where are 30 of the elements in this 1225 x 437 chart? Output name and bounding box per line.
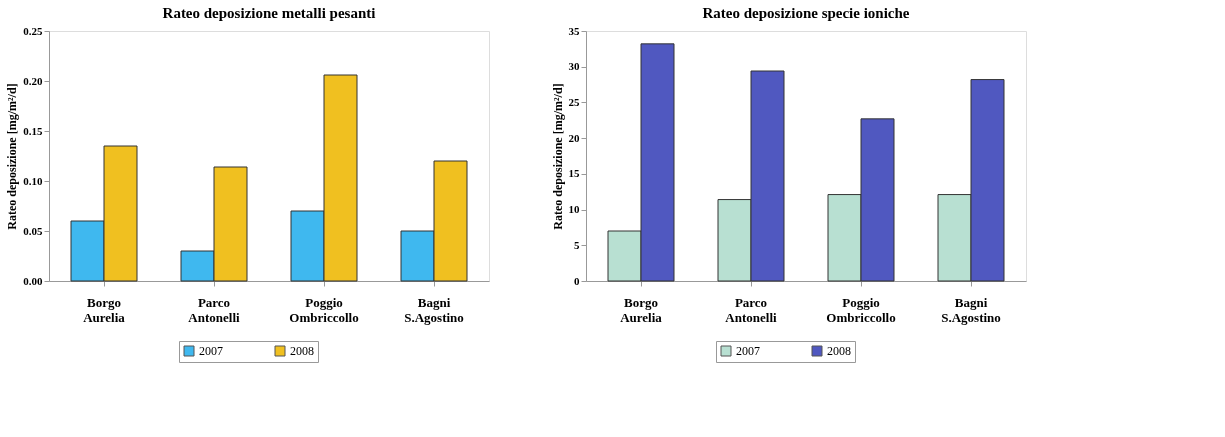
chart-title: Rateo deposizione specie ioniche [702,5,910,21]
y-tick-label: 0 [574,274,580,287]
y-tick-label: 0.20 [23,74,43,87]
x-tick-label: Bagni S.Agostino [941,294,1001,325]
y-tick-label: 0.25 [23,24,43,37]
legend-label: 2007 [199,344,223,358]
y-axis-title: Rateo deposizione [mg/m²/d] [550,83,565,230]
y-tick-label: 0.15 [23,124,43,137]
y-tick-label: 10 [568,203,580,216]
y-axis-title: Rateo deposizione [mg/m²/d] [5,83,20,230]
x-tick-label: Borgo Aurelia [620,294,663,325]
y-tick-label: 5 [574,238,580,251]
y-tick-label: 15 [568,167,580,180]
x-tick-label: Poggio Ombriccollo [826,294,896,325]
x-tick-label: Parco Antonelli [188,294,241,325]
y-tick-label: 0.10 [23,174,43,187]
y-tick-label: 30 [568,60,580,73]
legend-label: 2007 [736,344,760,358]
x-tick-label: Borgo Aurelia [83,294,126,325]
y-tick-label: 20 [568,131,580,144]
y-tick-label: 35 [568,24,580,37]
x-tick-label: Parco Antonelli [725,294,778,325]
y-tick-label: 0.05 [23,224,43,237]
y-tick-label: 0.00 [23,274,43,287]
legend-label: 2008 [290,344,314,358]
legend-label: 2008 [827,344,851,358]
x-tick-label: Bagni S.Agostino [404,294,464,325]
y-tick-label: 25 [568,95,580,108]
x-tick-label: Poggio Ombriccollo [289,294,359,325]
chart-title: Rateo deposizione metalli pesanti [162,5,376,21]
